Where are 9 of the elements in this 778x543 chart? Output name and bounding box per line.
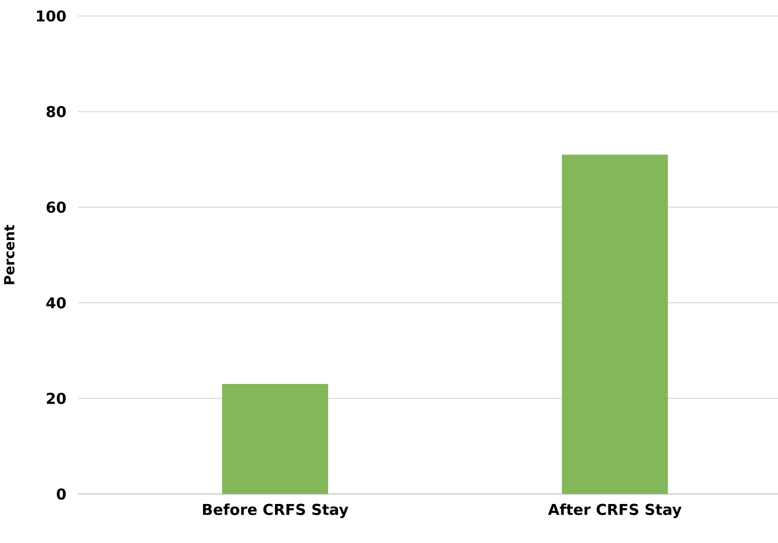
y-tick-label: 100: [36, 10, 66, 22]
y-tick-label: 60: [46, 202, 66, 213]
y-tick-label: 40: [46, 297, 66, 308]
y-tick-label: 80: [46, 106, 66, 118]
y-axis-title: Percent: [4, 224, 14, 284]
x-tick-label: After CRFS Stay: [548, 504, 682, 518]
y-tick-label: 20: [46, 392, 66, 404]
y-tick-label: 0: [56, 488, 66, 500]
x-tick-label: Before CRFS Stay: [203, 504, 348, 518]
